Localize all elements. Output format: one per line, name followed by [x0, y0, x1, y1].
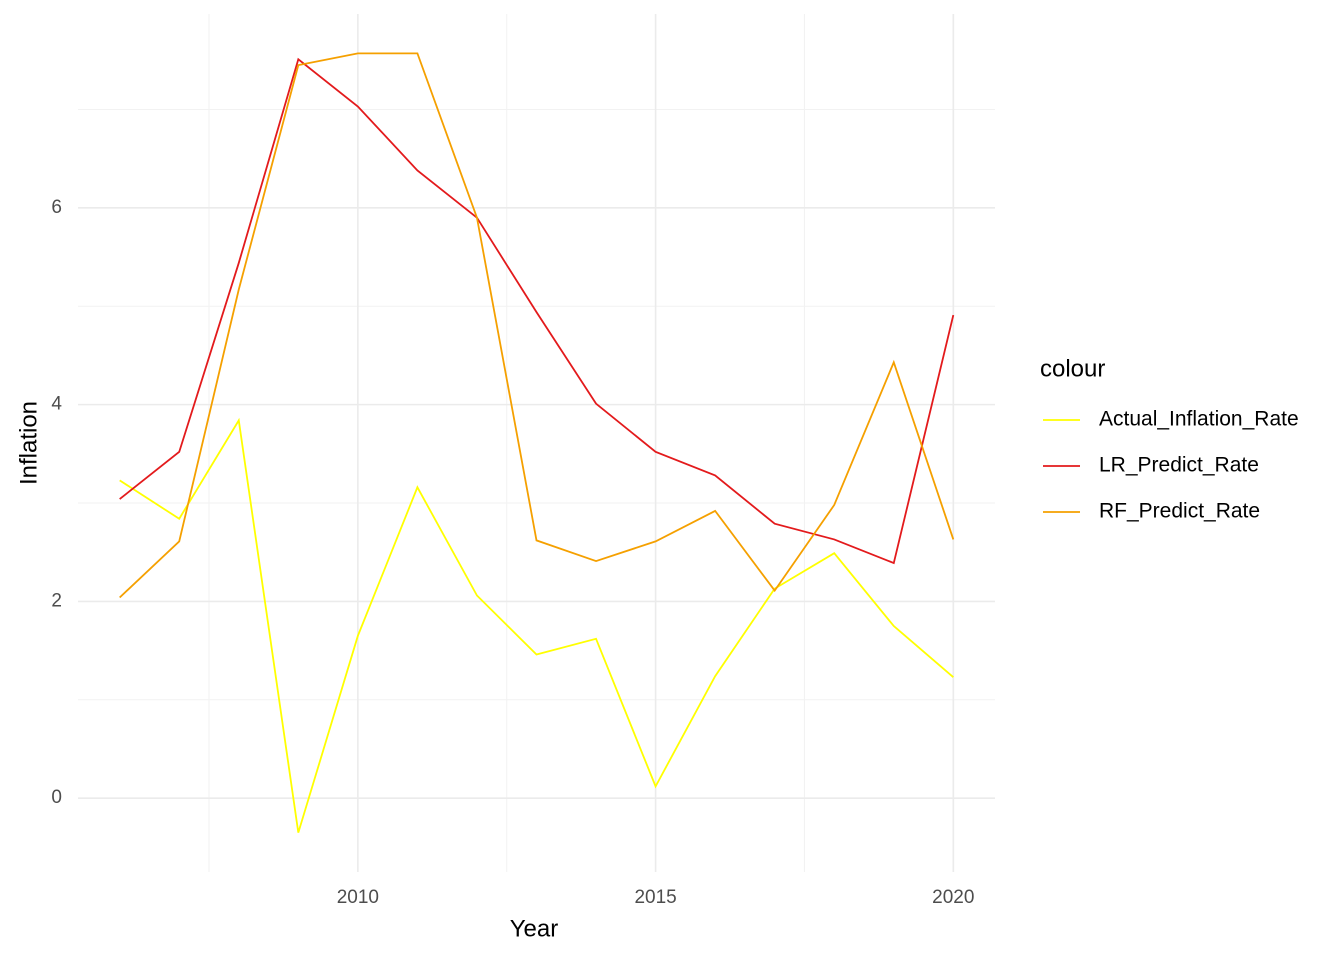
legend-title: colour: [1040, 355, 1105, 382]
y-tick-label: 0: [51, 787, 62, 808]
x-tick-label: 2010: [337, 887, 379, 908]
y-axis-label: Inflation: [15, 401, 42, 485]
x-tick-label: 2015: [634, 887, 676, 908]
y-tick-label: 2: [51, 590, 62, 611]
line: [119, 57, 955, 565]
legend-label: Actual_Inflation_Rate: [1099, 408, 1299, 431]
legend-label: RF_Predict_Rate: [1099, 500, 1260, 523]
legend-label: LR_Predict_Rate: [1099, 454, 1259, 477]
y-tick-label: 6: [51, 197, 62, 218]
line: [119, 52, 955, 599]
x-axis-label: Year: [510, 915, 559, 942]
y-tick-label: 4: [51, 394, 62, 415]
x-tick-label: 2020: [932, 887, 974, 908]
line: [119, 417, 954, 833]
